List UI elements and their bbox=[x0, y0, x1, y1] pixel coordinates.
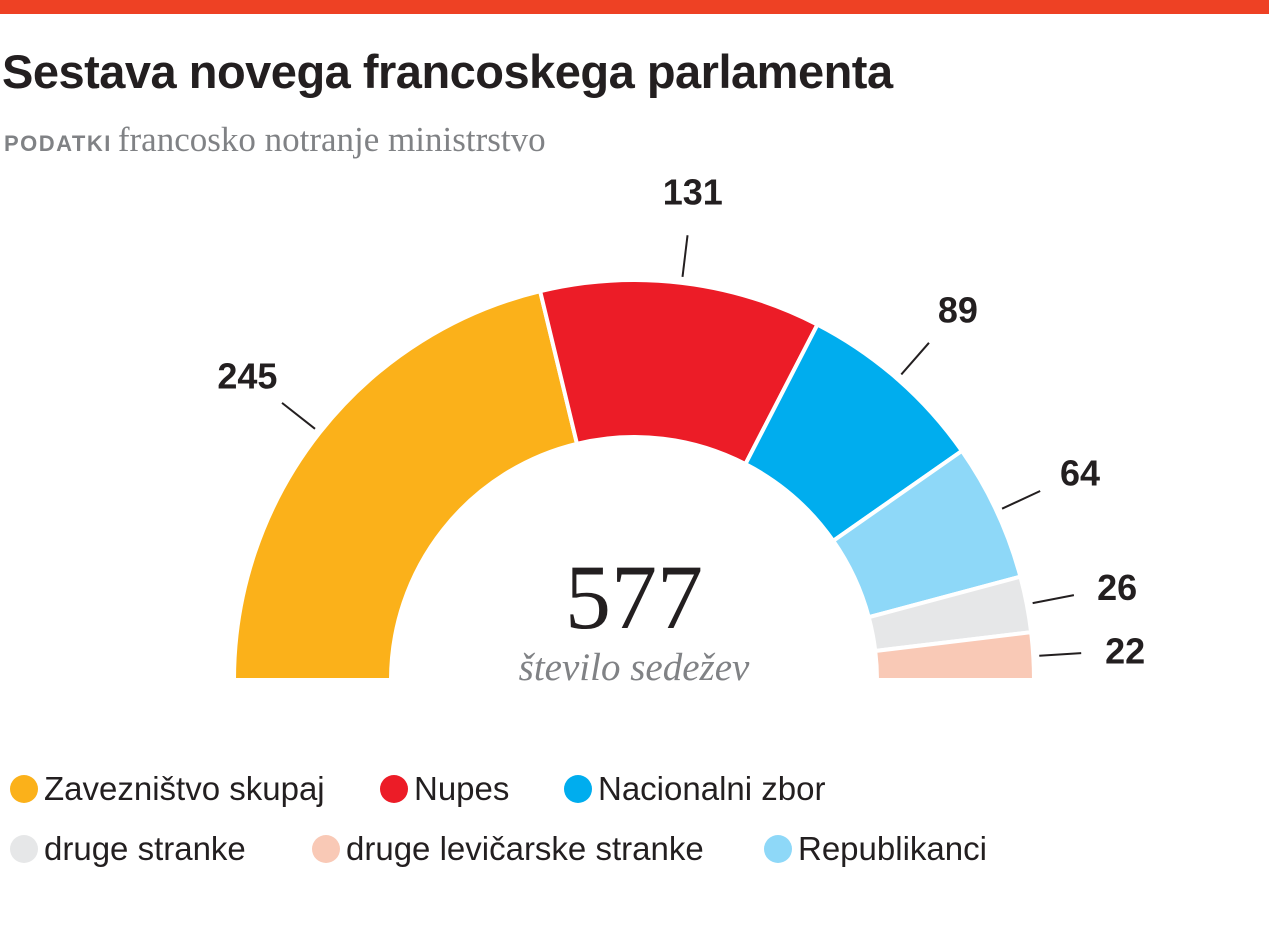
legend-label: Republikanci bbox=[798, 830, 987, 867]
data-labels-group: 245 131 89 64 26 22 bbox=[217, 172, 1145, 672]
legend-item: Nupes bbox=[380, 770, 509, 808]
leader-line bbox=[1032, 594, 1075, 605]
data-label: 22 bbox=[1105, 631, 1145, 672]
accent-bar bbox=[0, 0, 1269, 14]
leader-line bbox=[900, 342, 930, 376]
source-line: PODATKI francosko notranje ministrstvo bbox=[4, 120, 546, 160]
leader-line bbox=[1001, 490, 1041, 510]
legend-swatch bbox=[764, 835, 792, 863]
legend-item: druge levičarske stranke bbox=[312, 830, 704, 868]
legend-label: Nupes bbox=[414, 770, 510, 807]
data-label: 245 bbox=[217, 356, 277, 397]
legend-label: druge levičarske stranke bbox=[346, 830, 704, 867]
legend-label: Zavezništvo skupaj bbox=[44, 770, 325, 807]
leader-lines-group bbox=[281, 235, 1082, 657]
legend-swatch bbox=[564, 775, 592, 803]
center-label: število sedežev bbox=[519, 646, 750, 689]
legend-swatch bbox=[312, 835, 340, 863]
legend-label: druge stranke bbox=[44, 830, 246, 867]
segment-zavezni-tvo-skupaj bbox=[231, 288, 580, 682]
source-text: francosko notranje ministrstvo bbox=[117, 120, 546, 159]
data-label: 64 bbox=[1060, 452, 1100, 493]
legend-label: Nacionalni zbor bbox=[598, 770, 826, 807]
data-label: 131 bbox=[663, 172, 723, 213]
center-total: 577 bbox=[565, 546, 703, 648]
leader-line bbox=[281, 402, 316, 430]
legend-item: druge stranke bbox=[10, 830, 246, 868]
source-label: PODATKI bbox=[4, 131, 112, 156]
legend-item: Republikanci bbox=[764, 830, 987, 868]
segments-group bbox=[231, 278, 1037, 682]
legend-swatch bbox=[10, 775, 38, 803]
legend-item: Zavezništvo skupaj bbox=[10, 770, 325, 808]
data-label: 26 bbox=[1097, 567, 1137, 608]
segment-druge-levi-arske-stranke bbox=[873, 629, 1037, 682]
legend-swatch bbox=[380, 775, 408, 803]
leader-line bbox=[681, 235, 689, 278]
legend-swatch bbox=[10, 835, 38, 863]
legend-item: Nacionalni zbor bbox=[564, 770, 825, 808]
data-label: 89 bbox=[938, 290, 978, 331]
leader-line bbox=[1039, 652, 1082, 657]
chart-title: Sestava novega francoskega parlamenta bbox=[2, 45, 893, 98]
